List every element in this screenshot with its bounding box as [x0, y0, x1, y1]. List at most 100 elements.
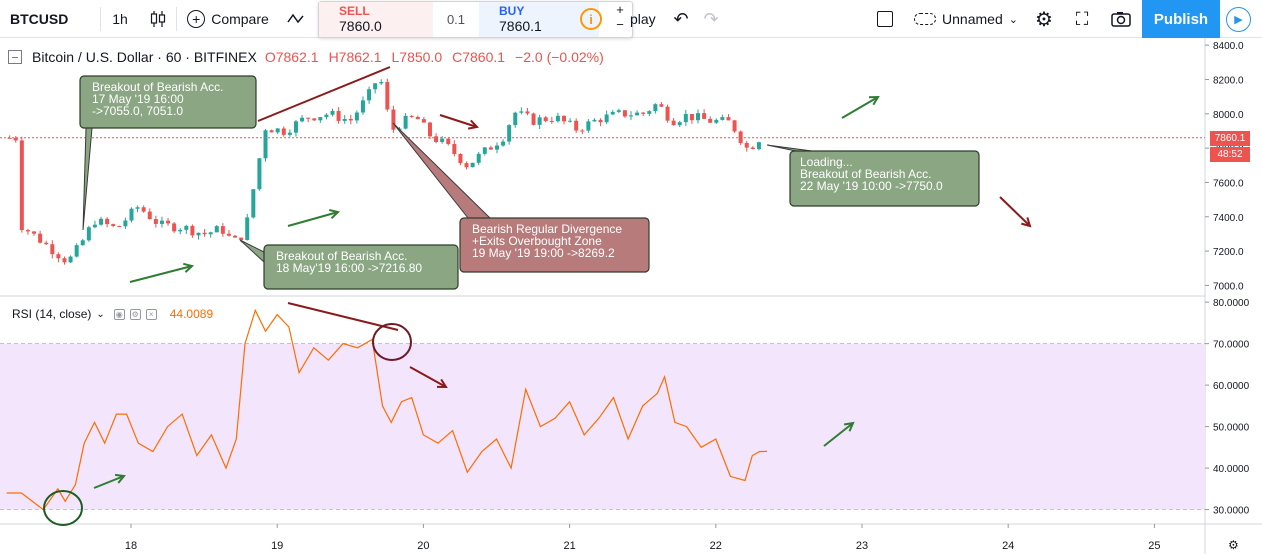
layout-selector[interactable]: Unnamed ⌄: [910, 0, 1022, 38]
overbought-exit-circle: [372, 323, 412, 361]
high-value: H7862.1: [328, 49, 382, 65]
candle-body: [427, 122, 432, 137]
buy-label: BUY: [499, 4, 525, 18]
candle-body: [482, 147, 487, 154]
last-price-label: 7860.1: [1210, 130, 1250, 146]
candle-body: [659, 104, 664, 107]
quantity-stepper[interactable]: + −: [616, 2, 624, 32]
spread-value: 0.1: [446, 12, 466, 27]
candle-body: [367, 89, 372, 101]
indicators-icon[interactable]: [282, 0, 314, 38]
candle-body: [196, 232, 201, 236]
price-tick-label: 7000.0: [1213, 281, 1244, 292]
buy-price: 7860.1: [499, 18, 542, 34]
callout-text: 17 May '19 16:00: [92, 92, 184, 106]
candle-body: [233, 235, 238, 238]
candle-body: [665, 106, 670, 121]
candle-body: [263, 130, 268, 159]
price-tick-label: 8000.0: [1213, 110, 1244, 121]
candle-body: [452, 144, 457, 155]
candle-body: [293, 121, 298, 133]
red-arrow: [999, 196, 1031, 227]
candle-body: [519, 111, 524, 113]
time-tick-label: 20: [417, 540, 429, 552]
candle-body: [147, 211, 152, 220]
camera-icon[interactable]: [1106, 0, 1136, 38]
candle-body: [38, 233, 43, 243]
green-arrow: [823, 422, 854, 447]
main-legend: Bitcoin / U.S. Dollar · 60 · BITFINEX O7…: [8, 47, 614, 67]
toolbar-divider: [176, 7, 177, 31]
bar-countdown-label: 48:52: [1210, 146, 1250, 162]
collapse-legend-button[interactable]: [8, 50, 22, 64]
candle-body: [13, 137, 18, 141]
sell-button[interactable]: SELL 7860.0: [319, 2, 433, 37]
candle-body: [574, 120, 579, 131]
candle-body: [275, 128, 280, 133]
info-icon[interactable]: i: [580, 8, 602, 30]
rsi-legend: RSI (14, close) ⌄ ◉ ⚙ × 44.0089: [12, 305, 213, 323]
rsi-tick-label: 30.0000: [1213, 506, 1250, 517]
interval-selector[interactable]: 1h: [112, 11, 128, 27]
rsi-tick-label: 70.0000: [1213, 340, 1250, 351]
candle-body: [409, 115, 414, 117]
candle-body: [635, 112, 640, 116]
red-arrow: [439, 114, 478, 128]
callout-box: [789, 150, 980, 207]
candle-body: [756, 142, 761, 150]
candle-body: [446, 138, 451, 145]
drawing-rectangle-icon[interactable]: [870, 0, 900, 38]
axis-settings-icon[interactable]: ⚙: [1228, 538, 1239, 552]
candle-body: [68, 256, 73, 263]
close-icon[interactable]: ×: [145, 308, 157, 320]
candle-body: [653, 104, 658, 112]
undo-icon[interactable]: ↶: [673, 8, 689, 29]
rsi-line: [6, 308, 768, 511]
green-arrow-head: [843, 421, 855, 432]
candle-body: [677, 122, 682, 126]
rsi-tick-label: 80.0000: [1213, 298, 1250, 309]
candle-body: [50, 244, 55, 255]
callout-text: +Exits Overbought Zone: [472, 234, 602, 248]
callout-text: Breakout of Bearish Acc.: [800, 167, 931, 181]
candle-body: [178, 229, 183, 232]
symbol-search[interactable]: BTCUSD: [10, 11, 69, 27]
candle-body: [555, 115, 560, 122]
candle-body: [172, 223, 177, 232]
candle-body: [671, 120, 676, 126]
candle-body: [403, 115, 408, 129]
red-arrow-head: [467, 119, 479, 130]
symbol-title: Bitcoin / U.S. Dollar · 60 · BITFINEX: [32, 49, 257, 65]
close-value: C7860.1: [452, 49, 506, 65]
candle-body: [616, 110, 621, 112]
candle-body: [153, 219, 158, 224]
red-arrow: [409, 366, 447, 388]
divergence-line-price: [257, 66, 391, 122]
gear-icon[interactable]: ⚙: [1035, 8, 1053, 31]
green-arrow-head: [329, 209, 341, 220]
buy-button[interactable]: BUY 7860.1: [479, 2, 599, 37]
candle-body: [598, 119, 603, 123]
settings-icon[interactable]: ⚙: [129, 308, 141, 320]
fullscreen-icon[interactable]: ⛶: [1075, 8, 1089, 29]
redo-icon[interactable]: ↷: [703, 8, 719, 29]
compare-button[interactable]: + Compare: [176, 0, 280, 38]
eye-icon[interactable]: ◉: [113, 308, 125, 320]
candle-body: [415, 116, 420, 120]
candle-body: [44, 242, 49, 245]
candle-body: [513, 112, 518, 126]
chevron-down-icon[interactable]: ⌄: [96, 308, 105, 320]
candle-body: [92, 224, 97, 228]
candle-body: [549, 120, 554, 122]
play-icon[interactable]: ▶: [1226, 7, 1251, 32]
replay-button[interactable]: play: [630, 11, 656, 27]
candlestick-icon[interactable]: [142, 0, 174, 38]
callout-text: 22 May '19 10:00 ->7750.0: [800, 179, 943, 193]
publish-button[interactable]: Publish: [1142, 0, 1220, 38]
chart-canvas[interactable]: 8400.08200.08000.07800.07600.07400.07200…: [0, 38, 1262, 554]
open-value: O7862.1: [264, 49, 319, 65]
candle-body: [647, 111, 652, 114]
candle-body: [306, 117, 311, 119]
callout-text: 19 May '19 19:00 ->8269.2: [472, 246, 615, 260]
candle-body: [385, 82, 390, 110]
